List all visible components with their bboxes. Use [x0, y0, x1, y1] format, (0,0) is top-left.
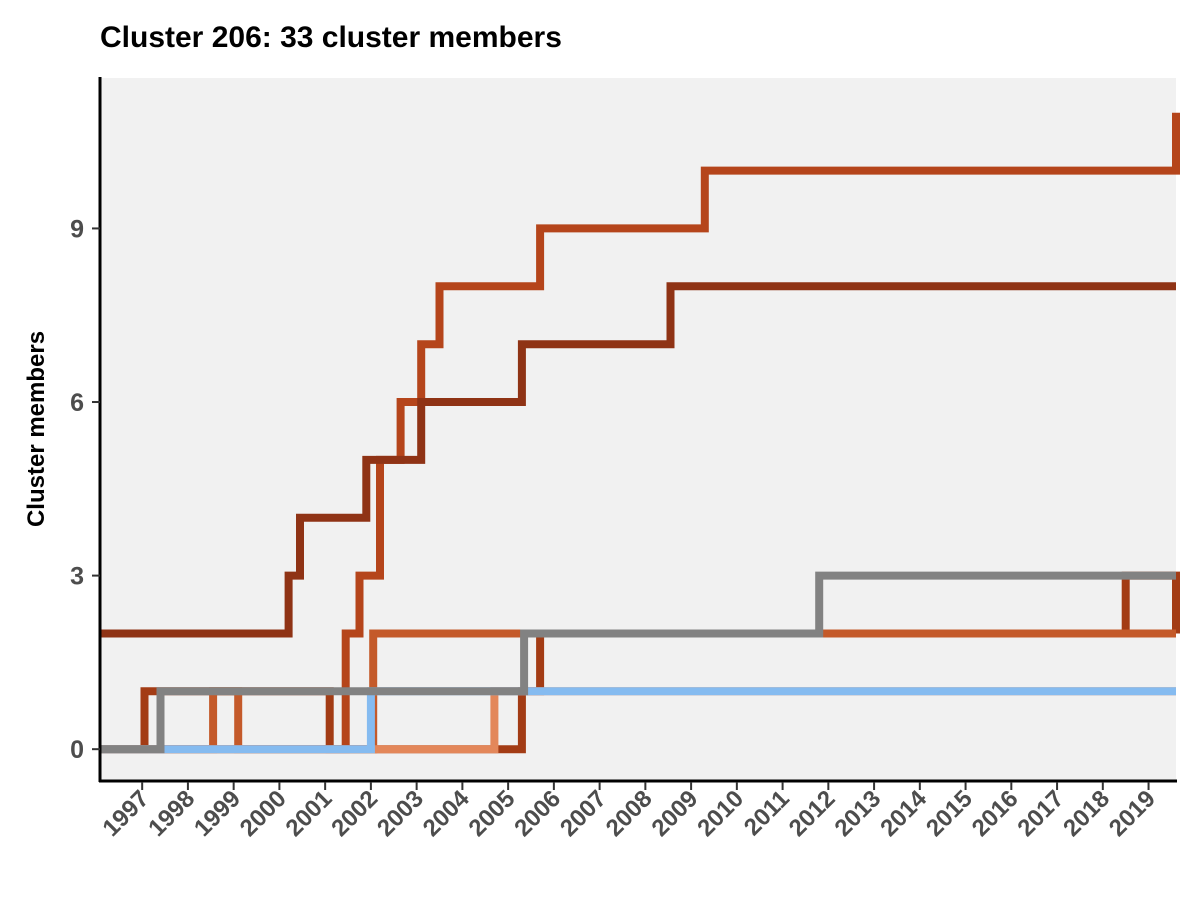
x-tick-label: 2002: [326, 785, 383, 842]
x-tick-label: 1998: [143, 785, 200, 842]
x-tick-label: 2009: [647, 785, 704, 842]
x-ticks: 1997199819992000200120022003200420052006…: [98, 782, 1161, 842]
x-tick-label: 2015: [921, 785, 978, 842]
series-line-2: [101, 282, 1176, 638]
x-tick-label: 2013: [829, 785, 886, 842]
y-tick-label: 9: [70, 215, 84, 243]
x-tick-label: 2005: [464, 785, 521, 842]
x-tick-label: 2004: [418, 785, 475, 842]
y-tick-label: 6: [70, 389, 84, 417]
plot-background: [101, 78, 1176, 781]
y-ticks: 0 3 6 9: [70, 215, 100, 764]
chart-title: Cluster 206: 33 cluster members: [100, 21, 562, 54]
x-tick-label: 2012: [784, 785, 841, 842]
x-tick-label: 2010: [692, 785, 749, 842]
series-layer: [101, 112, 1180, 754]
x-tick-label: 2000: [235, 785, 292, 842]
x-tick-label: 2016: [967, 785, 1024, 842]
x-tick-label: 2018: [1058, 785, 1115, 842]
y-tick-label: 0: [70, 736, 84, 764]
x-tick-label: 2006: [509, 785, 566, 842]
x-tick-label: 2007: [555, 785, 612, 842]
x-tick-label: 1997: [98, 785, 155, 842]
y-axis-label: Cluster members: [23, 331, 50, 527]
x-tick-label: 1999: [189, 785, 246, 842]
x-tick-label: 2017: [1012, 785, 1069, 842]
x-tick-label: 2001: [281, 785, 338, 842]
x-tick-label: 2019: [1104, 785, 1161, 842]
x-tick-label: 2008: [601, 785, 658, 842]
x-tick-label: 2011: [739, 785, 795, 841]
x-tick-label: 2003: [372, 785, 429, 842]
y-tick-label: 3: [70, 563, 84, 591]
x-tick-label: 2014: [875, 785, 932, 842]
series-line-7: [101, 571, 1176, 754]
